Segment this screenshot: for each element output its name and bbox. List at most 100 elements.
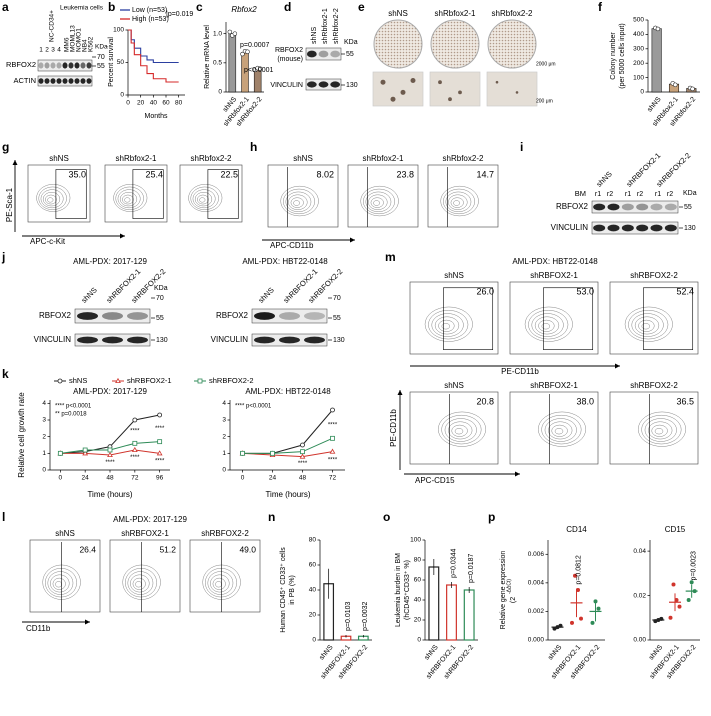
lane-label: shNS bbox=[256, 285, 275, 304]
annotation: ** p=0.0018 bbox=[55, 412, 87, 418]
blot-band bbox=[74, 78, 80, 84]
blot-band bbox=[650, 224, 663, 232]
y-tick-label: 0 bbox=[222, 467, 226, 474]
lane-label: shNS bbox=[79, 285, 98, 304]
contour bbox=[631, 313, 664, 337]
category-label: shNS bbox=[646, 96, 663, 114]
contour bbox=[360, 185, 399, 217]
data-point bbox=[590, 620, 595, 625]
data-point bbox=[132, 417, 138, 423]
panel-label: p bbox=[488, 510, 495, 524]
lane-label: shRbfox2-2 bbox=[333, 8, 340, 44]
survival-curve bbox=[128, 29, 179, 83]
blot-band bbox=[318, 81, 329, 88]
p-value: p=0.0032 bbox=[362, 602, 369, 631]
data-point bbox=[673, 82, 678, 88]
label: Relative mRNA level bbox=[204, 25, 211, 89]
contour bbox=[363, 188, 395, 215]
arrow-head bbox=[85, 619, 90, 625]
gate-percent: 36.5 bbox=[676, 396, 694, 406]
series-line bbox=[242, 409, 333, 454]
data-point bbox=[240, 450, 245, 456]
colony bbox=[458, 90, 462, 95]
data-point bbox=[232, 31, 238, 36]
blot-strip bbox=[74, 308, 151, 324]
data-point bbox=[82, 447, 88, 453]
legend-label: High (n=53) bbox=[132, 16, 169, 23]
colony bbox=[448, 97, 452, 102]
annotation: **** p<0.0001 bbox=[55, 404, 92, 410]
contour bbox=[188, 184, 223, 212]
contour bbox=[638, 411, 686, 447]
x-tick-label: 48 bbox=[106, 475, 114, 482]
y-tick-label: 0 bbox=[120, 92, 124, 99]
arrow-head bbox=[397, 390, 403, 395]
blot-band bbox=[636, 203, 649, 211]
bar bbox=[428, 566, 440, 641]
arrow-head bbox=[12, 160, 18, 165]
y-tick-label: 4 bbox=[222, 400, 226, 407]
significance: **** bbox=[328, 423, 338, 429]
lane-label: 3 bbox=[51, 47, 55, 54]
y-tick-label: 0.006 bbox=[528, 551, 545, 558]
sample-label: shRBFOX2-1 bbox=[530, 381, 578, 390]
contour bbox=[448, 194, 468, 210]
x-tick-label: 72 bbox=[329, 475, 337, 482]
panel-label: n bbox=[268, 510, 275, 524]
contour bbox=[438, 411, 486, 447]
blot-band bbox=[593, 203, 606, 211]
arrow-head bbox=[515, 471, 520, 477]
blot-band bbox=[621, 203, 634, 211]
column-label: shNS bbox=[388, 9, 408, 18]
kda-label: KDa bbox=[683, 190, 697, 197]
contour bbox=[651, 424, 668, 437]
contour bbox=[45, 194, 57, 205]
data-point bbox=[329, 448, 336, 454]
blot-band bbox=[304, 336, 325, 344]
data-point bbox=[57, 378, 63, 384]
size-marker: 70 bbox=[333, 295, 341, 302]
x-tick-label: 80 bbox=[175, 100, 183, 107]
data-point bbox=[330, 407, 335, 413]
contour bbox=[644, 418, 677, 442]
sample-label: shNS bbox=[293, 154, 313, 163]
label: Time (hours) bbox=[265, 490, 310, 499]
sample-label: shRBFOX2-2 bbox=[630, 271, 678, 280]
contour bbox=[42, 192, 61, 207]
label: APC-CD11b bbox=[270, 241, 314, 250]
label: Relative gene expression bbox=[500, 551, 507, 630]
label: (mouse) bbox=[277, 56, 303, 63]
y-tick-label: 500 bbox=[633, 17, 644, 24]
contour bbox=[119, 192, 138, 207]
contour bbox=[441, 323, 450, 330]
data-point bbox=[156, 450, 163, 456]
data-point bbox=[677, 604, 682, 609]
bar bbox=[228, 33, 237, 93]
blot-band bbox=[74, 62, 80, 69]
p-value: p=0.0023 bbox=[691, 551, 698, 580]
gate-percent: 26.0 bbox=[476, 286, 494, 296]
arrow-head bbox=[120, 233, 125, 239]
size-marker: 130 bbox=[684, 225, 696, 232]
blot-band bbox=[304, 312, 325, 320]
size-marker: 70 bbox=[97, 54, 105, 61]
sample-label: shRbfox2-2 bbox=[191, 154, 232, 163]
y-tick-label: 0 bbox=[417, 637, 421, 644]
panel-label: j bbox=[1, 250, 5, 264]
contour bbox=[534, 316, 560, 335]
series-line bbox=[242, 437, 333, 454]
flow-plot bbox=[409, 281, 499, 355]
lane-label: 4 bbox=[57, 47, 61, 54]
panel-label: g bbox=[2, 140, 9, 154]
colony-dish bbox=[487, 19, 537, 69]
size-marker: 55 bbox=[333, 315, 341, 322]
sample-label: shNS bbox=[444, 381, 464, 390]
x-tick-label: 24 bbox=[269, 475, 277, 482]
label: Colony number bbox=[610, 32, 617, 80]
significance: **** bbox=[155, 426, 165, 432]
panel-label: b bbox=[108, 0, 115, 14]
flow-plot bbox=[27, 164, 91, 223]
label: p<0.0001 bbox=[244, 67, 273, 74]
series-line bbox=[242, 451, 333, 458]
scale-bar-label: 200 μm bbox=[536, 98, 553, 104]
